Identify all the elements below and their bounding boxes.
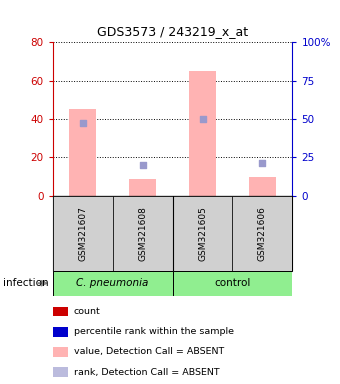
Point [200,116,205,122]
Text: percentile rank within the sample: percentile rank within the sample [74,327,234,336]
Bar [53,367,68,377]
Text: rank, Detection Call = ABSENT: rank, Detection Call = ABSENT [74,367,220,376]
Text: GSM321606: GSM321606 [258,206,267,261]
Bar [113,196,173,271]
Bar [69,109,96,196]
Bar [53,347,68,357]
Text: C. pneumonia: C. pneumonia [76,278,149,288]
Bar [172,196,233,271]
Bar [53,271,172,296]
Text: control: control [214,278,251,288]
Bar [129,179,156,196]
Text: GSM321605: GSM321605 [198,206,207,261]
Bar [53,196,113,271]
Text: value, Detection Call = ABSENT: value, Detection Call = ABSENT [74,348,224,356]
Text: infection: infection [3,278,49,288]
Text: count: count [74,307,101,316]
Bar [189,71,216,196]
Bar [249,177,276,196]
Title: GDS3573 / 243219_x_at: GDS3573 / 243219_x_at [97,25,248,38]
Bar [172,271,292,296]
Text: GSM321608: GSM321608 [138,206,147,261]
Point [260,160,265,166]
Bar [53,307,68,316]
Point [140,162,145,168]
Bar [53,327,68,336]
Bar [233,196,292,271]
Point [80,120,85,126]
Text: GSM321607: GSM321607 [78,206,87,261]
